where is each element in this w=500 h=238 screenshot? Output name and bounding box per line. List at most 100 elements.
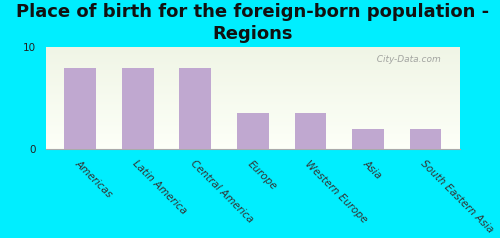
Bar: [46, 97, 460, 98]
Bar: [46, 71, 460, 72]
Bar: [46, 109, 460, 110]
Bar: [46, 88, 460, 89]
Bar: [46, 96, 460, 97]
Bar: [46, 60, 460, 61]
Bar: [46, 98, 460, 99]
Bar: [46, 75, 460, 76]
Bar: [46, 52, 460, 53]
Bar: [46, 108, 460, 109]
Bar: [46, 89, 460, 90]
Bar: [46, 49, 460, 50]
Bar: [46, 99, 460, 100]
Bar: [46, 119, 460, 120]
Bar: [352, 129, 384, 149]
Bar: [46, 56, 460, 57]
Bar: [46, 58, 460, 59]
Bar: [46, 69, 460, 70]
Bar: [46, 136, 460, 137]
Bar: [46, 90, 460, 91]
Bar: [46, 51, 460, 52]
Bar: [46, 93, 460, 94]
Bar: [46, 47, 460, 48]
Bar: [46, 106, 460, 107]
Bar: [46, 65, 460, 66]
Bar: [46, 72, 460, 73]
Bar: [46, 53, 460, 54]
Bar: [122, 68, 154, 149]
Bar: [46, 86, 460, 87]
Bar: [46, 82, 460, 83]
Bar: [46, 57, 460, 58]
Bar: [46, 50, 460, 51]
Bar: [46, 110, 460, 111]
Bar: [237, 113, 268, 149]
Bar: [46, 111, 460, 112]
Bar: [46, 95, 460, 96]
Text: City-Data.com: City-Data.com: [372, 55, 441, 64]
Bar: [46, 62, 460, 63]
Bar: [46, 101, 460, 102]
Bar: [46, 138, 460, 139]
Bar: [46, 132, 460, 133]
Bar: [46, 127, 460, 128]
Bar: [46, 147, 460, 148]
Bar: [46, 81, 460, 82]
Bar: [46, 116, 460, 117]
Bar: [46, 120, 460, 121]
Bar: [294, 113, 326, 149]
Bar: [46, 77, 460, 78]
Bar: [180, 68, 211, 149]
Bar: [46, 117, 460, 118]
Bar: [46, 100, 460, 101]
Bar: [46, 124, 460, 125]
Bar: [46, 94, 460, 95]
Bar: [46, 114, 460, 115]
Bar: [46, 87, 460, 88]
Bar: [46, 105, 460, 106]
Bar: [46, 66, 460, 67]
Bar: [46, 85, 460, 86]
Bar: [46, 112, 460, 113]
Bar: [46, 142, 460, 143]
Bar: [46, 113, 460, 114]
Bar: [46, 54, 460, 55]
Bar: [46, 139, 460, 140]
Bar: [46, 79, 460, 80]
Bar: [46, 68, 460, 69]
Bar: [46, 122, 460, 123]
Bar: [46, 148, 460, 149]
Bar: [410, 129, 442, 149]
Bar: [46, 133, 460, 134]
Bar: [46, 83, 460, 84]
Bar: [46, 130, 460, 131]
Title: Place of birth for the foreign-born population -
Regions: Place of birth for the foreign-born popu…: [16, 3, 490, 43]
Bar: [64, 68, 96, 149]
Bar: [46, 107, 460, 108]
Bar: [46, 104, 460, 105]
Bar: [46, 78, 460, 79]
Bar: [46, 121, 460, 122]
Bar: [46, 128, 460, 129]
Bar: [46, 91, 460, 92]
Bar: [46, 118, 460, 119]
Bar: [46, 48, 460, 49]
Bar: [46, 103, 460, 104]
Bar: [46, 61, 460, 62]
Bar: [46, 129, 460, 130]
Bar: [46, 102, 460, 103]
Bar: [46, 123, 460, 124]
Bar: [46, 59, 460, 60]
Bar: [46, 67, 460, 68]
Bar: [46, 137, 460, 138]
Bar: [46, 63, 460, 64]
Bar: [46, 140, 460, 141]
Bar: [46, 115, 460, 116]
Bar: [46, 141, 460, 142]
Bar: [46, 55, 460, 56]
Bar: [46, 144, 460, 145]
Bar: [46, 70, 460, 71]
Bar: [46, 145, 460, 146]
Bar: [46, 64, 460, 65]
Bar: [46, 80, 460, 81]
Bar: [46, 134, 460, 135]
